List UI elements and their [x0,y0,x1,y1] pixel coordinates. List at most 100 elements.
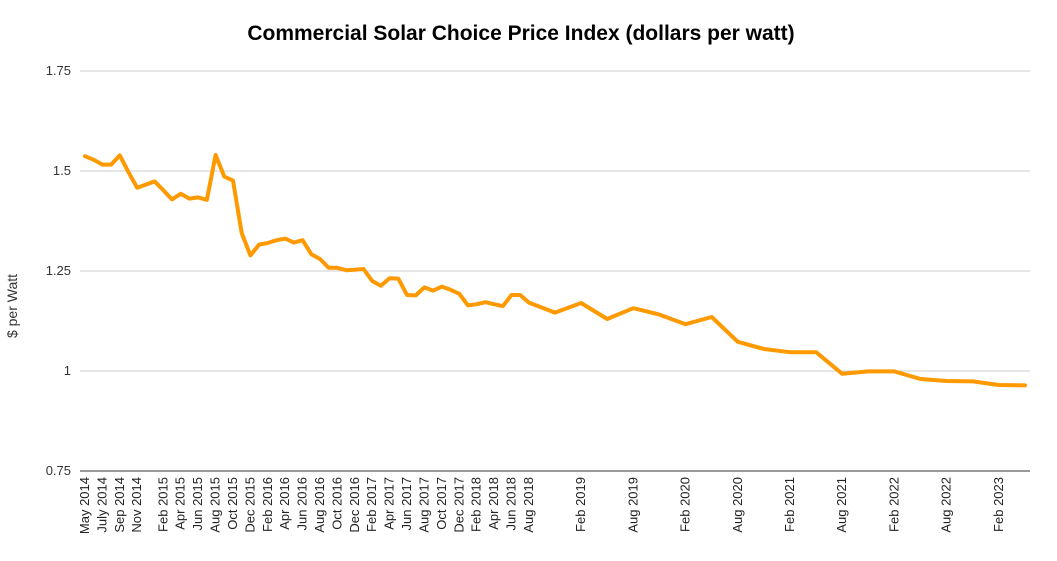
y-axis-label: $ per Watt [4,274,20,338]
x-tick-label: Oct 2016 [329,477,344,530]
data-point [866,369,870,373]
x-tick-label: Apr 2015 [173,477,188,530]
data-point [518,293,522,297]
x-tick-label: Aug 2019 [625,477,640,533]
data-point [161,188,165,192]
data-point [135,186,139,190]
data-point [379,284,383,288]
data-point [396,277,400,281]
y-axis-ticks: 0.75 1 1.25 1.5 1.75 [46,63,71,478]
data-point [657,313,661,317]
x-tick-label: Aug 2018 [521,477,536,533]
data-point [840,372,844,376]
data-point [335,266,339,270]
data-point [440,285,444,289]
x-tick-label: Feb 2022 [886,477,901,532]
data-point [997,383,1001,387]
data-point [605,317,609,321]
data-point [919,377,923,381]
data-point [309,252,313,256]
data-point [553,311,557,315]
data-point [431,289,435,293]
data-point [344,268,348,272]
data-point [153,179,157,183]
y-tick-label: 0.75 [46,463,71,478]
data-point [684,322,688,326]
data-point [100,163,104,167]
data-point [449,288,453,292]
data-point [631,306,635,310]
data-point [301,238,305,242]
data-point [405,293,409,297]
data-point [127,170,131,174]
data-point [422,285,426,289]
data-point [457,292,461,296]
x-tick-label: Jun 2016 [295,477,310,531]
x-tick-label: Jun 2015 [190,477,205,531]
series-line [83,153,1027,388]
x-tick-label: Apr 2018 [486,477,501,530]
data-point [92,158,96,162]
x-tick-label: Feb 2021 [782,477,797,532]
data-point [736,340,740,344]
data-point [762,347,766,351]
x-tick-label: Feb 2016 [260,477,275,532]
data-point [527,301,531,305]
x-tick-label: Aug 2016 [312,477,327,533]
x-tick-label: Aug 2015 [208,477,223,533]
chart-title: Commercial Solar Choice Price Index (dol… [247,22,794,45]
data-point [475,302,479,306]
data-point [814,350,818,354]
data-point [257,243,261,247]
data-point [414,293,418,297]
data-point [483,300,487,304]
x-tick-label: Feb 2019 [573,477,588,532]
data-point [283,237,287,241]
x-tick-label: Feb 2023 [991,477,1006,532]
data-point [492,302,496,306]
x-tick-label: Feb 2020 [678,477,693,532]
data-point [248,253,252,257]
y-tick-label: 1.5 [53,163,71,178]
data-point [118,153,122,157]
x-tick-label: July 2014 [94,477,109,533]
x-tick-label: Apr 2017 [382,477,397,530]
data-point [945,379,949,383]
data-point [222,175,226,179]
x-tick-label: Oct 2015 [225,477,240,530]
data-point [187,197,191,201]
x-tick-label: Feb 2017 [364,477,379,532]
x-tick-label: Oct 2017 [434,477,449,530]
data-point [971,379,975,383]
y-tick-label: 1 [64,363,71,378]
data-point [466,303,470,307]
data-point [579,301,583,305]
x-tick-label: Aug 2022 [939,477,954,533]
data-point [327,266,331,270]
data-point [710,315,714,319]
x-tick-label: Sep 2014 [112,477,127,533]
data-point [109,163,113,167]
data-point [1023,383,1027,387]
data-point [292,241,296,245]
x-tick-label: Aug 2020 [730,477,745,533]
data-point [388,276,392,280]
x-axis-ticks: May 2014 July 2014 Sep 2014 Nov 2014 Feb 201… [77,477,1006,534]
data-point [196,195,200,199]
x-tick-label: Apr 2016 [277,477,292,530]
gridlines [80,70,1030,472]
data-point [501,304,505,308]
data-point [231,179,235,183]
data-point [318,257,322,261]
x-tick-label: Nov 2014 [129,477,144,533]
data-point [788,350,792,354]
series-layer [83,153,1027,388]
data-point [170,197,174,201]
x-tick-label: Dec 2015 [242,477,257,533]
x-tick-label: Feb 2018 [469,477,484,532]
data-point [214,153,218,157]
x-tick-label: Dec 2017 [451,477,466,533]
data-point [266,241,270,245]
